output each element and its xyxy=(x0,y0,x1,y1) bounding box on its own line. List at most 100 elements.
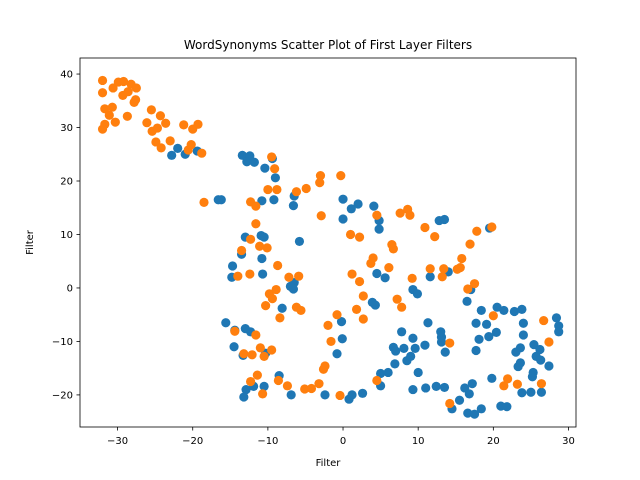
scatter-point-s0-78 xyxy=(425,272,435,282)
scatter-point-s0-107 xyxy=(554,327,564,337)
scatter-point-s1-76 xyxy=(306,383,317,394)
scatter-point-s0-5 xyxy=(237,150,247,160)
scatter-point-s1-113 xyxy=(465,239,475,249)
scatter-point-s0-95 xyxy=(518,318,528,328)
scatter-point-s0-122 xyxy=(502,402,512,412)
scatter-point-s1-25 xyxy=(152,123,163,133)
scatter-point-s1-51 xyxy=(245,269,255,279)
scatter-point-s1-31 xyxy=(186,140,196,150)
scatter-point-s0-102 xyxy=(535,344,545,355)
scatter-point-s1-2 xyxy=(100,104,110,114)
y-axis-ticks: −20 −10 0 10 20 30 40 xyxy=(52,70,80,402)
scatter-point-s1-71 xyxy=(245,376,256,387)
plot-frame xyxy=(79,57,577,428)
scatter-point-s0-84 xyxy=(471,318,481,328)
scatter-point-s0-32 xyxy=(240,324,250,334)
scatter-point-s0-43 xyxy=(338,194,348,204)
scatter-point-s1-1 xyxy=(97,88,108,98)
y-tick-label: 10 xyxy=(60,230,73,241)
scatter-point-s1-103 xyxy=(420,222,430,233)
scatter-point-s1-125 xyxy=(445,398,455,409)
scatter-point-s1-16 xyxy=(131,83,141,93)
scatter-point-s1-21 xyxy=(151,137,161,147)
scatter-point-s1-66 xyxy=(247,350,257,360)
y-axis-label: Filter xyxy=(25,229,36,255)
scatter-point-s0-67 xyxy=(408,333,418,343)
scatter-point-s0-133 xyxy=(357,388,368,398)
scatter-point-s1-0 xyxy=(97,75,108,86)
scatter-point-s1-102 xyxy=(407,273,417,283)
scatter-point-s0-123 xyxy=(513,361,523,372)
scatter-point-s1-124 xyxy=(372,375,382,386)
scatter-point-s0-0 xyxy=(167,150,177,160)
scatter-point-s1-38 xyxy=(263,184,273,195)
x-tick-label: 10 xyxy=(412,436,425,447)
scatter-point-s1-48 xyxy=(262,243,272,253)
scatter-point-s1-58 xyxy=(273,260,283,271)
scatter-point-s0-103 xyxy=(536,355,546,365)
scatter-point-s1-123 xyxy=(544,337,554,347)
scatter-point-s1-46 xyxy=(251,219,261,229)
scatter-point-s1-116 xyxy=(487,222,497,232)
scatter-point-s1-79 xyxy=(320,361,330,371)
scatter-point-s0-127 xyxy=(528,367,538,378)
scatter-point-s1-108 xyxy=(445,338,455,348)
scatter-point-s1-7 xyxy=(97,124,108,134)
scatter-point-s1-8 xyxy=(108,83,118,93)
scatter-point-s0-11 xyxy=(270,173,280,183)
scatter-point-s1-112 xyxy=(463,284,473,294)
scatter-point-s0-98 xyxy=(511,347,521,357)
scatter-point-s0-41 xyxy=(286,390,296,400)
scatter-point-s1-13 xyxy=(123,87,133,97)
scatter-point-s0-56 xyxy=(380,273,390,283)
scatter-point-s1-37 xyxy=(270,164,280,174)
scatter-point-s1-52 xyxy=(251,330,261,340)
scatter-point-s1-84 xyxy=(345,229,356,240)
scatter-point-s0-42 xyxy=(320,390,330,400)
scatter-point-s0-57 xyxy=(376,368,386,379)
scatter-point-s0-54 xyxy=(370,300,380,310)
scatter-point-s1-114 xyxy=(469,279,480,289)
scatter-point-s1-3 xyxy=(107,102,117,112)
x-tick-label: 20 xyxy=(487,436,500,447)
x-tick-label: 0 xyxy=(340,436,346,447)
scatter-point-s1-43 xyxy=(315,171,326,181)
scatter-point-s1-35 xyxy=(251,201,261,211)
scatter-point-s1-82 xyxy=(332,310,342,320)
scatter-point-s0-120 xyxy=(487,373,497,383)
x-axis-ticks: −30 −20 −10 0 10 20 30 xyxy=(107,427,575,447)
scatter-point-s0-37 xyxy=(239,392,249,402)
scatter-point-s1-63 xyxy=(230,326,240,336)
y-tick-label: −20 xyxy=(52,391,73,402)
scatter-point-s1-62 xyxy=(296,305,306,316)
scatter-point-s1-26 xyxy=(165,136,175,146)
scatter-point-s1-93 xyxy=(372,210,382,220)
scatter-point-s0-85 xyxy=(474,334,484,344)
scatter-point-s1-77 xyxy=(314,379,324,389)
scatter-point-s1-99 xyxy=(395,208,405,218)
y-tick-label: 20 xyxy=(60,177,73,188)
scatter-point-s1-83 xyxy=(335,390,345,401)
scatter-point-s0-64 xyxy=(399,343,409,353)
scatter-point-s1-50 xyxy=(236,245,247,256)
scatter-point-s0-128 xyxy=(536,387,547,397)
scatter-point-s0-33 xyxy=(229,342,239,352)
scatter-point-s1-81 xyxy=(323,320,333,330)
scatter-point-s0-13 xyxy=(269,195,279,205)
scatter-point-s1-96 xyxy=(388,244,398,254)
scatter-point-s1-17 xyxy=(129,97,139,107)
scatter-point-s0-124 xyxy=(517,388,527,398)
scatter-point-s1-41 xyxy=(301,183,311,194)
scatter-point-s1-72 xyxy=(258,389,268,399)
scatter-point-s0-14 xyxy=(288,201,299,211)
scatter-point-s1-49 xyxy=(245,234,256,244)
scatter-point-s1-73 xyxy=(273,375,283,386)
scatter-point-s0-23 xyxy=(257,253,267,264)
scatter-point-s1-111 xyxy=(457,253,467,264)
scatter-point-s1-115 xyxy=(472,226,482,236)
x-axis-label: Filter xyxy=(316,458,342,469)
scatter-point-s0-132 xyxy=(347,390,357,400)
scatter-point-s0-109 xyxy=(421,383,431,393)
scatter-point-s0-9 xyxy=(260,163,270,173)
